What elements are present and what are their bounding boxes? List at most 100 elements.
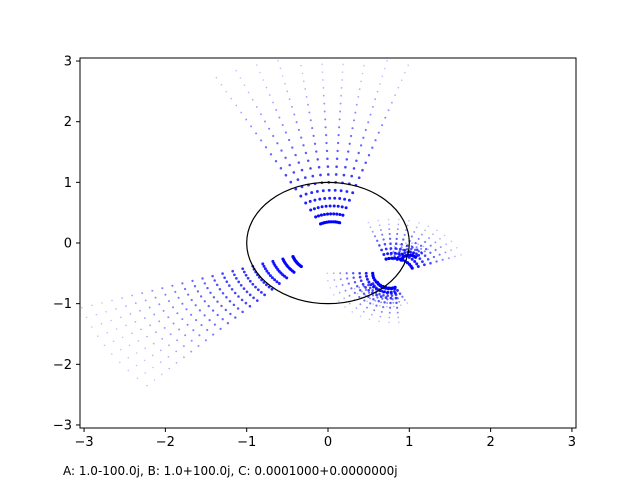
data-point [353, 287, 356, 290]
data-point [212, 296, 216, 299]
data-point [312, 207, 316, 211]
data-point [420, 252, 424, 255]
data-point [374, 299, 377, 302]
data-point [340, 205, 344, 209]
data-point [158, 303, 161, 306]
data-point [413, 231, 416, 233]
data-point [346, 277, 349, 280]
data-point [423, 254, 427, 257]
data-point [239, 77, 242, 79]
data-point [255, 132, 258, 135]
data-point [398, 218, 400, 221]
data-point [155, 331, 157, 334]
data-point [337, 133, 340, 137]
data-point [394, 296, 398, 300]
data-point [159, 349, 162, 352]
data-point [341, 284, 344, 286]
data-point [388, 257, 391, 260]
data-point [161, 373, 163, 376]
data-point [336, 149, 339, 153]
data-point [181, 318, 184, 321]
data-point [396, 255, 400, 259]
data-point [260, 291, 263, 294]
data-point [355, 285, 359, 288]
data-point [377, 131, 380, 134]
data-point [397, 86, 400, 89]
data-point [265, 269, 269, 273]
data-point [353, 280, 357, 284]
data-point [391, 101, 393, 104]
data-point [388, 228, 391, 231]
data-point [233, 291, 237, 295]
data-point [215, 283, 219, 287]
x-tick-label: 3 [568, 435, 576, 450]
data-point [386, 294, 389, 297]
data-point [422, 245, 425, 248]
data-point [387, 109, 390, 112]
data-point [163, 326, 166, 329]
data-point [259, 71, 261, 74]
data-point [375, 293, 378, 297]
data-point [303, 176, 307, 179]
data-point [388, 316, 391, 319]
data-point [146, 384, 148, 387]
data-point [177, 296, 180, 299]
data-point [322, 212, 326, 217]
data-point [333, 294, 335, 296]
data-point [140, 328, 142, 331]
x-tick-label: −1 [237, 435, 256, 450]
data-point [276, 142, 279, 145]
data-point [380, 310, 383, 313]
data-point [362, 285, 365, 288]
data-point [260, 139, 263, 142]
data-point [262, 264, 266, 268]
data-point [324, 133, 328, 137]
data-point [420, 233, 423, 236]
data-point [190, 313, 193, 316]
data-point [389, 242, 392, 245]
data-point [230, 97, 233, 100]
data-point [365, 274, 368, 278]
data-point [395, 301, 398, 305]
data-point [400, 252, 404, 256]
data-point [395, 258, 399, 262]
data-point [351, 272, 355, 275]
data-point [342, 63, 344, 66]
data-point [237, 280, 241, 284]
data-point [241, 310, 244, 314]
data-point [406, 302, 409, 304]
data-point [367, 153, 371, 157]
data-point [379, 83, 381, 85]
data-point [335, 212, 339, 216]
data-point [429, 261, 432, 265]
data-point [352, 167, 356, 170]
data-point [95, 313, 98, 316]
data-point [152, 366, 154, 369]
data-point [382, 294, 385, 297]
data-point [374, 98, 377, 101]
data-point [190, 298, 193, 302]
data-point [444, 251, 447, 254]
data-point [386, 290, 390, 294]
data-point [275, 109, 278, 111]
data-point [349, 134, 353, 138]
data-point [398, 254, 402, 257]
data-point [198, 309, 202, 312]
data-point [171, 284, 174, 287]
data-point [399, 243, 401, 246]
data-point [411, 242, 413, 244]
data-point [168, 344, 170, 347]
data-point [377, 299, 381, 303]
data-point [395, 237, 398, 241]
data-point [369, 302, 372, 305]
data-point [204, 339, 207, 342]
data-point [305, 96, 308, 98]
data-point [161, 287, 164, 290]
data-point [336, 141, 340, 145]
data-point [278, 116, 281, 119]
data-point [325, 149, 329, 153]
data-point [429, 244, 432, 247]
data-point [101, 302, 103, 304]
data-point [352, 276, 355, 280]
data-point [183, 287, 187, 291]
